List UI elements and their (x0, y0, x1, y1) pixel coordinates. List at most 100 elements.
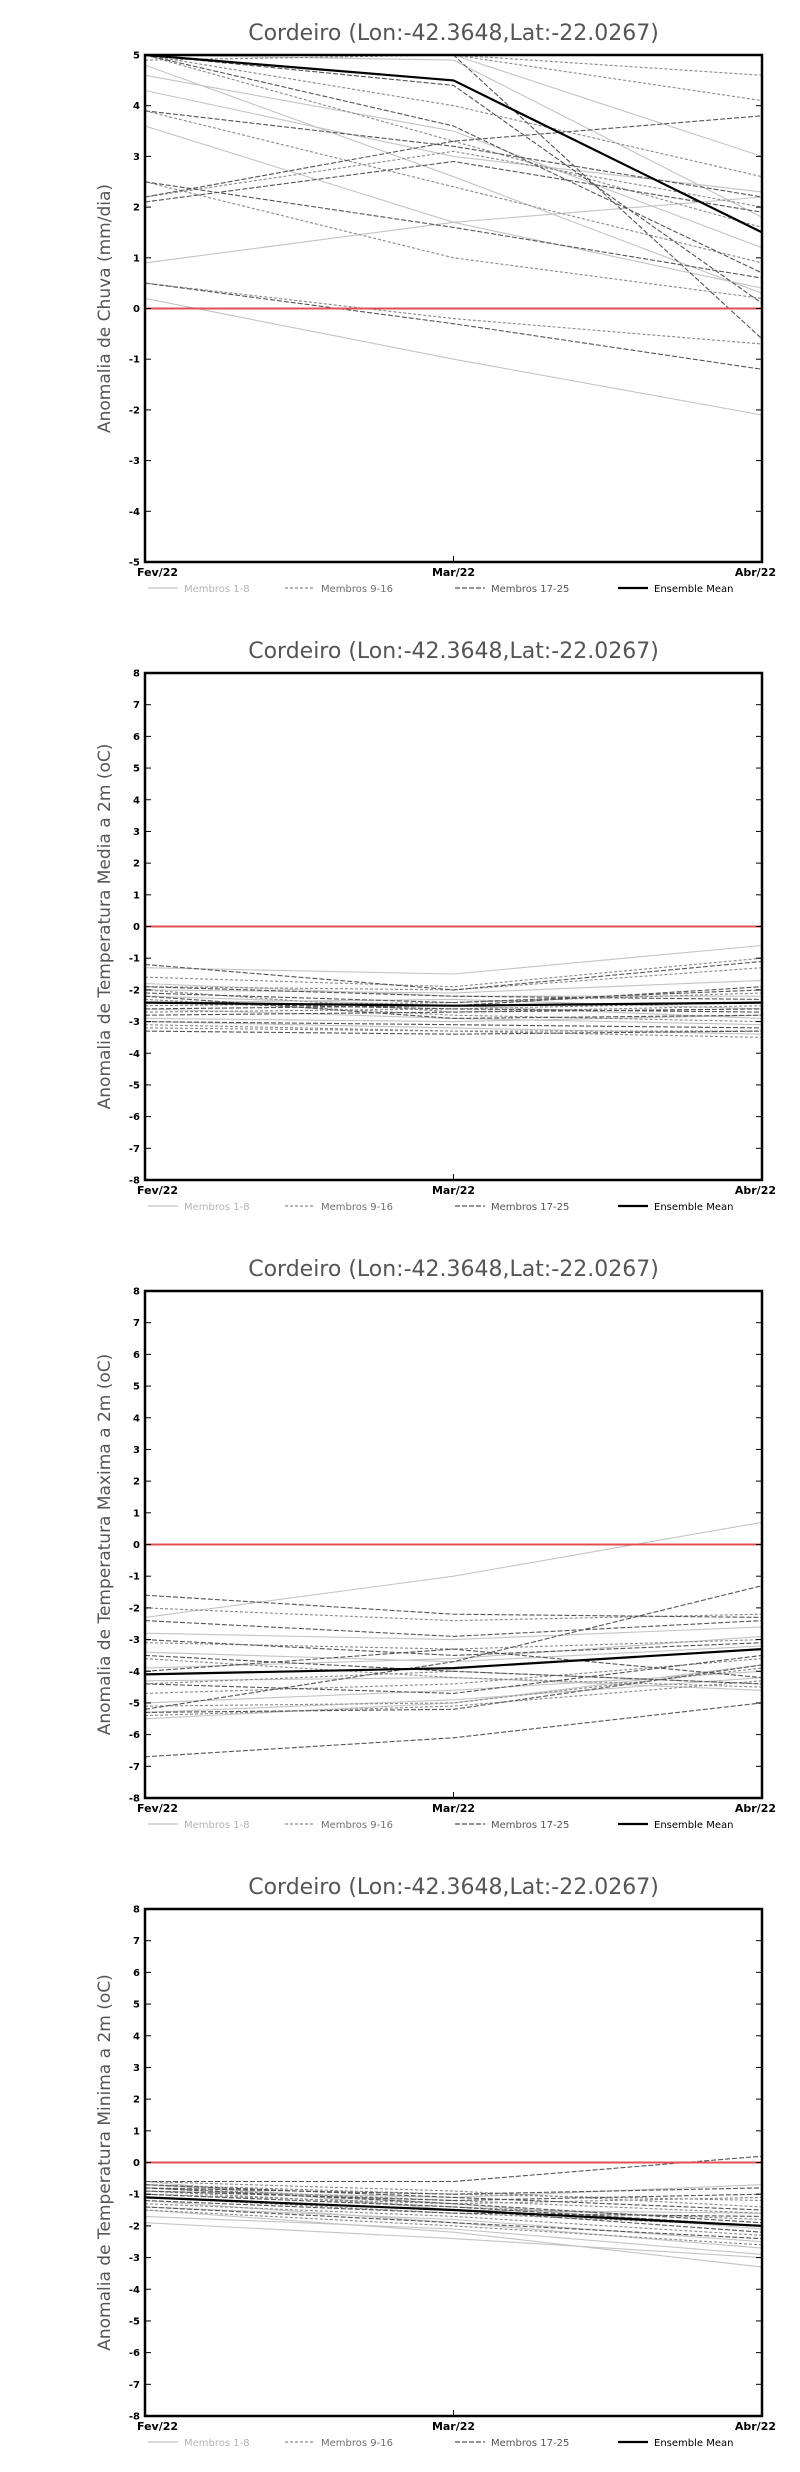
chart-title: Cordeiro (Lon:-42.3648,Lat:-22.0267) (248, 21, 659, 46)
y-tick-label: 7 (133, 1318, 140, 1329)
member-line-group-1 (145, 979, 762, 994)
y-tick-label: 3 (133, 2063, 140, 2074)
legend-label: Ensemble Mean (654, 1820, 733, 1831)
y-tick-label: 4 (133, 1413, 140, 1424)
y-tick-label: 7 (133, 1936, 140, 1947)
x-tick-label: Fev/22 (137, 1802, 178, 1815)
y-tick-label: -8 (129, 1176, 140, 1187)
member-line-group-2 (145, 110, 762, 264)
y-tick-label: 3 (133, 1445, 140, 1456)
member-line-group-2 (145, 1658, 762, 1694)
member-line-group-3 (145, 1639, 762, 1656)
ensemble-mean-line (145, 2196, 762, 2227)
member-line-group-1 (145, 2215, 762, 2255)
x-tick-label: Abr/22 (735, 1184, 776, 1197)
y-tick-label: -5 (129, 1698, 140, 1709)
y-tick-label: 0 (133, 922, 140, 933)
x-tick-label: Mar/22 (432, 2420, 475, 2433)
member-line-group-3 (145, 1664, 762, 1713)
y-tick-label: -2 (129, 1603, 140, 1614)
series-group (145, 55, 762, 416)
y-tick-label: -4 (129, 1667, 140, 1678)
chart-panel-precip: Cordeiro (Lon:-42.3648,Lat:-22.0267) Anom… (0, 0, 800, 618)
member-line-group-1 (145, 2222, 762, 2259)
member-line-group-1 (145, 55, 762, 218)
member-line-group-3 (145, 1654, 762, 1685)
member-line-group-3 (145, 1585, 762, 1710)
y-tick-label: -4 (129, 1049, 140, 1060)
member-line-group-1 (145, 944, 762, 975)
y-tick-label: 8 (133, 1905, 140, 1916)
member-line-group-1 (145, 1521, 762, 1618)
x-tick-label: Mar/22 (432, 566, 475, 579)
member-line-group-2 (145, 1607, 762, 1622)
member-line-group-3 (145, 2206, 762, 2240)
legend-label: Membros 9-16 (321, 584, 393, 595)
y-tick-label: 6 (133, 732, 140, 743)
y-tick-label: 4 (133, 795, 140, 806)
chart-panel-tmax: Cordeiro (Lon:-42.3648,Lat:-22.0267) Anom… (0, 1236, 800, 1854)
y-tick-label: 5 (133, 2000, 140, 2011)
member-line-group-1 (145, 2206, 762, 2243)
y-tick-label: -4 (129, 2285, 140, 2296)
x-tick-label: Mar/22 (432, 1802, 475, 1815)
y-tick-label: -2 (129, 2221, 140, 2232)
y-tick-label: -1 (129, 1572, 140, 1583)
tmean-chart: Cordeiro (Lon:-42.3648,Lat:-22.0267) Anom… (95, 639, 776, 1213)
y-tick-label: 2 (133, 203, 140, 214)
series-group (145, 1521, 762, 1758)
y-tick-label: 3 (133, 827, 140, 838)
y-tick-label: -7 (129, 2380, 140, 2391)
y-tick-label: -2 (129, 405, 140, 416)
member-line-group-3 (145, 1620, 762, 1637)
member-line-group-2 (145, 2193, 762, 2205)
member-line-group-3 (145, 2199, 762, 2217)
legend-label: Membros 1-8 (184, 584, 250, 595)
legend-label: Membros 17-25 (491, 1202, 569, 1213)
member-line-group-3 (145, 1648, 762, 1679)
y-tick-label: -3 (129, 1635, 140, 1646)
member-line-group-2 (145, 967, 762, 991)
member-line-group-3 (145, 2190, 762, 2202)
legend-label: Membros 9-16 (321, 1202, 393, 1213)
y-tick-label: -3 (129, 456, 140, 467)
member-line-group-2 (145, 282, 762, 345)
y-tick-label: -4 (129, 507, 140, 518)
member-line-group-3 (145, 1008, 762, 1016)
member-line-group-1 (145, 125, 762, 223)
y-tick-label: -6 (129, 1112, 140, 1123)
y-tick-label: -5 (129, 1080, 140, 1091)
member-line-group-3 (145, 55, 762, 274)
member-line-group-2 (145, 2203, 762, 2236)
member-line-group-2 (145, 2209, 762, 2246)
member-line-group-1 (145, 1014, 762, 1023)
member-line-group-1 (145, 998, 762, 1010)
member-line-group-1 (145, 55, 762, 157)
chart-title: Cordeiro (Lon:-42.3648,Lat:-22.0267) (248, 1257, 659, 1282)
legend-label: Membros 17-25 (491, 584, 569, 595)
y-axis-label: Anomalia de Temperatura Minima a 2m (oC) (95, 1974, 115, 2351)
member-line-group-3 (145, 55, 762, 304)
y-tick-label: -3 (129, 1017, 140, 1028)
member-line-group-2 (145, 55, 762, 178)
y-tick-label: 7 (133, 700, 140, 711)
member-line-group-3 (145, 2184, 762, 2211)
member-line-group-3 (145, 282, 762, 370)
member-line-group-1 (145, 2209, 762, 2268)
precip-chart: Cordeiro (Lon:-42.3648,Lat:-22.0267) Anom… (95, 21, 776, 595)
legend-label: Membros 1-8 (184, 1820, 250, 1831)
member-line-group-3 (145, 2155, 762, 2183)
chart-title: Cordeiro (Lon:-42.3648,Lat:-22.0267) (248, 639, 659, 664)
member-line-group-2 (145, 1024, 762, 1032)
chart-panel-tmean: Cordeiro (Lon:-42.3648,Lat:-22.0267) Anom… (0, 618, 800, 1236)
y-tick-label: -1 (129, 954, 140, 965)
member-line-group-2 (145, 1002, 762, 1013)
legend-label: Membros 9-16 (321, 1820, 393, 1831)
y-tick-label: 1 (133, 253, 140, 264)
legend-label: Membros 17-25 (491, 2438, 569, 2449)
legend-label: Membros 17-25 (491, 1820, 569, 1831)
y-tick-label: 1 (133, 1508, 140, 1519)
y-tick-label: -2 (129, 985, 140, 996)
member-line-group-1 (145, 1670, 762, 1704)
y-tick-label: 2 (133, 859, 140, 870)
